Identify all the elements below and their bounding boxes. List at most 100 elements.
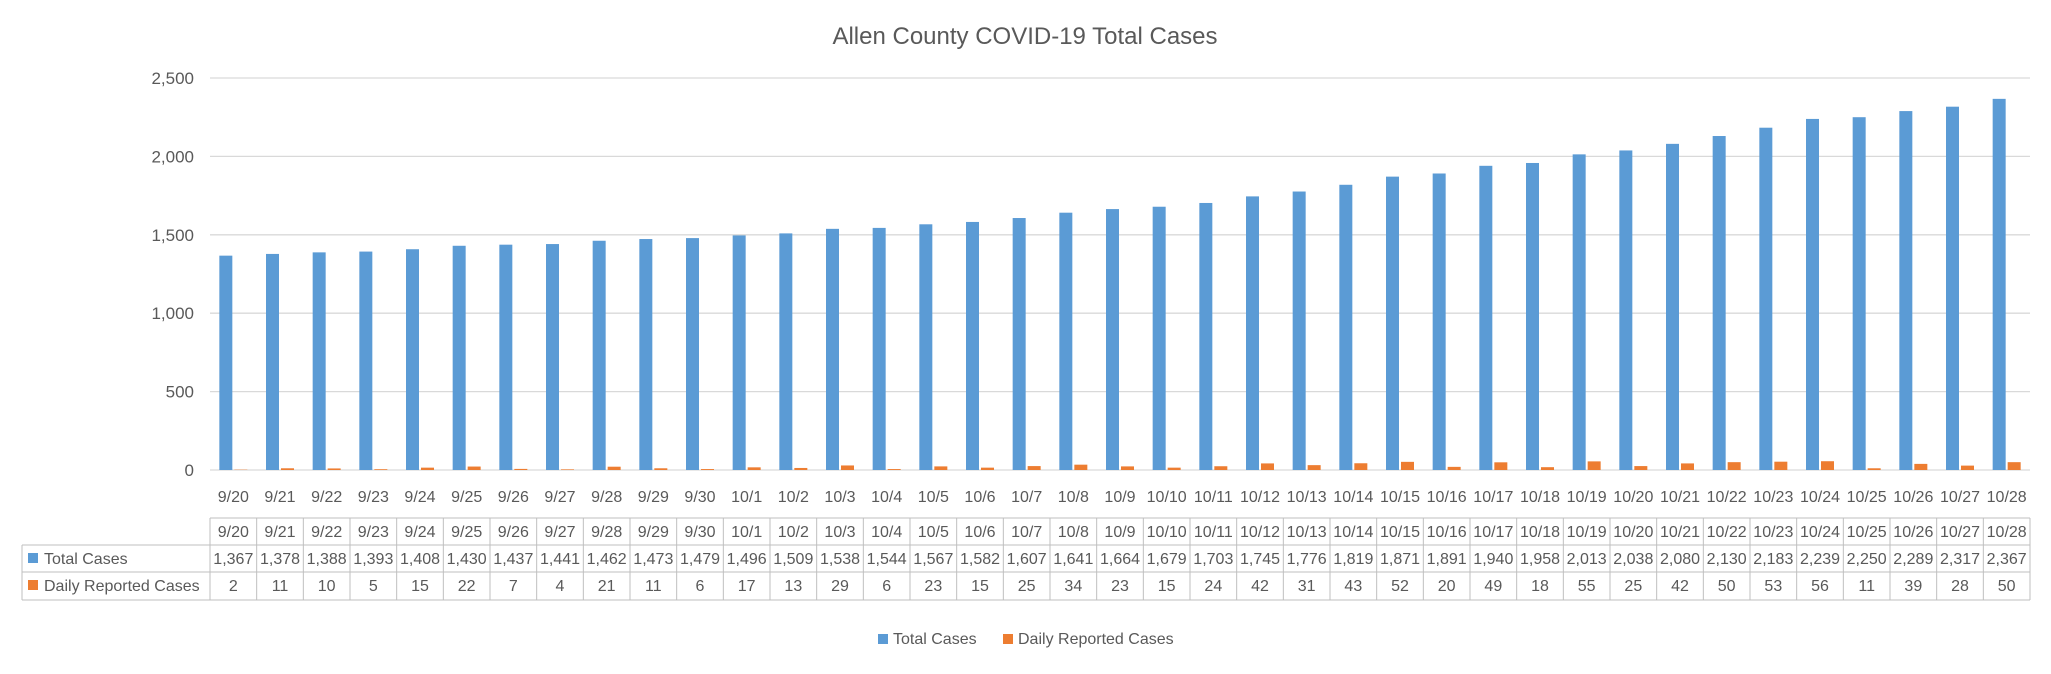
bar-total-cases [1339, 184, 1353, 470]
y-tick-label: 500 [166, 383, 194, 402]
x-tick-label: 10/25 [1847, 489, 1887, 506]
table-header-cell: 10/21 [1660, 524, 1700, 541]
bar-daily-reported-cases [1494, 462, 1508, 470]
table-value-cell: 1,819 [1333, 551, 1373, 568]
table-value-cell: 10 [318, 578, 336, 595]
table-value-cell: 2,250 [1847, 551, 1887, 568]
table-value-cell: 1,544 [867, 551, 907, 568]
bar-daily-reported-cases [1261, 463, 1274, 470]
table-header-cell: 10/27 [1940, 524, 1980, 541]
bar-total-cases [1432, 173, 1446, 470]
table-legend-key [28, 553, 38, 563]
table-row-header: Daily Reported Cases [44, 578, 200, 595]
table-value-cell: 11 [272, 578, 289, 595]
bar-total-cases [966, 221, 979, 470]
table-header-cell: 10/5 [918, 524, 949, 541]
table-header-cell: 10/14 [1333, 524, 1373, 541]
bar-daily-reported-cases [1681, 463, 1694, 470]
x-tick-label: 10/28 [1987, 489, 2027, 506]
table-value-cell: 11 [1858, 578, 1875, 595]
bar-total-cases [219, 255, 233, 470]
bar-daily-reported-cases [1167, 467, 1181, 470]
x-tick-label: 10/3 [824, 489, 855, 506]
bar-daily-reported-cases [701, 469, 714, 470]
bar-total-cases [1106, 209, 1119, 471]
bar-daily-reported-cases [1634, 466, 1648, 470]
bar-daily-reported-cases [1587, 461, 1601, 470]
table-header-cell: 10/6 [964, 524, 995, 541]
table-header-cell: 10/12 [1240, 524, 1280, 541]
x-tick-label: 10/11 [1194, 489, 1233, 506]
table-value-cell: 1,462 [587, 551, 627, 568]
table-header-cell: 10/3 [824, 524, 855, 541]
bar-total-cases [1012, 218, 1026, 470]
x-tick-label: 10/8 [1058, 489, 1089, 506]
table-header-cell: 10/9 [1104, 524, 1135, 541]
x-tick-label: 9/21 [264, 489, 295, 506]
table-header-cell: 10/18 [1520, 524, 1560, 541]
table-legend-key [28, 580, 38, 590]
bar-total-cases [779, 233, 793, 470]
table-value-cell: 2,013 [1567, 551, 1607, 568]
x-tick-label: 10/9 [1104, 489, 1135, 506]
bar-daily-reported-cases [327, 468, 341, 470]
bar-daily-reported-cases [1774, 461, 1788, 470]
bar-total-cases [1246, 196, 1259, 470]
x-tick-label: 10/16 [1427, 489, 1467, 506]
bar-total-cases [872, 227, 886, 470]
bar-daily-reported-cases [1447, 466, 1461, 470]
bar-daily-reported-cases [887, 469, 901, 470]
table-header-cell: 9/20 [218, 524, 249, 541]
bar-total-cases [499, 244, 513, 470]
table-value-cell: 1,958 [1520, 551, 1560, 568]
bar-daily-reported-cases [467, 466, 481, 470]
bar-total-cases [1572, 154, 1586, 470]
bar-total-cases [1619, 150, 1633, 471]
bar-daily-reported-cases [841, 465, 854, 470]
table-value-cell: 1,871 [1380, 551, 1420, 568]
x-tick-label: 10/20 [1613, 489, 1653, 506]
bar-total-cases [266, 253, 279, 470]
table-value-cell: 1,479 [680, 551, 720, 568]
x-tick-label: 9/20 [218, 489, 249, 506]
table-header-cell: 9/28 [591, 524, 622, 541]
table-value-cell: 17 [738, 578, 756, 595]
table-value-cell: 5 [369, 578, 378, 595]
bar-daily-reported-cases [2007, 462, 2021, 470]
bar-total-cases [1759, 127, 1773, 470]
bar-total-cases [312, 252, 326, 470]
bar-daily-reported-cases [281, 468, 294, 470]
y-tick-label: 2,000 [151, 147, 194, 166]
table-value-cell: 53 [1764, 578, 1782, 595]
bar-total-cases [1712, 136, 1726, 471]
x-tick-label: 9/25 [451, 489, 482, 506]
table-value-cell: 2,289 [1893, 551, 1933, 568]
x-tick-label: 10/27 [1940, 489, 1980, 506]
table-value-cell: 1,641 [1053, 551, 1093, 568]
legend-key [878, 634, 888, 644]
table-value-cell: 13 [784, 578, 802, 595]
table-value-cell: 29 [831, 578, 849, 595]
x-tick-label: 10/24 [1800, 489, 1840, 506]
bar-total-cases [1386, 176, 1399, 470]
table-value-cell: 1,703 [1193, 551, 1233, 568]
bar-daily-reported-cases [514, 468, 528, 470]
table-header-cell: 10/2 [778, 524, 809, 541]
bar-daily-reported-cases [794, 467, 808, 470]
table-header-cell: 10/15 [1380, 524, 1420, 541]
table-value-cell: 1,378 [260, 551, 300, 568]
x-tick-label: 10/1 [731, 489, 762, 506]
x-tick-label: 10/6 [964, 489, 995, 506]
table-header-cell: 9/25 [451, 524, 482, 541]
table-value-cell: 50 [1718, 578, 1736, 595]
table-value-cell: 11 [645, 578, 662, 595]
table-header-cell: 10/23 [1753, 524, 1793, 541]
table-value-cell: 1,664 [1100, 551, 1140, 568]
table-value-cell: 42 [1251, 578, 1269, 595]
table-header-cell: 10/26 [1893, 524, 1933, 541]
x-tick-label: 10/19 [1567, 489, 1607, 506]
bar-daily-reported-cases [1354, 463, 1368, 470]
bar-daily-reported-cases [1821, 461, 1834, 470]
x-tick-label: 10/13 [1287, 489, 1327, 506]
